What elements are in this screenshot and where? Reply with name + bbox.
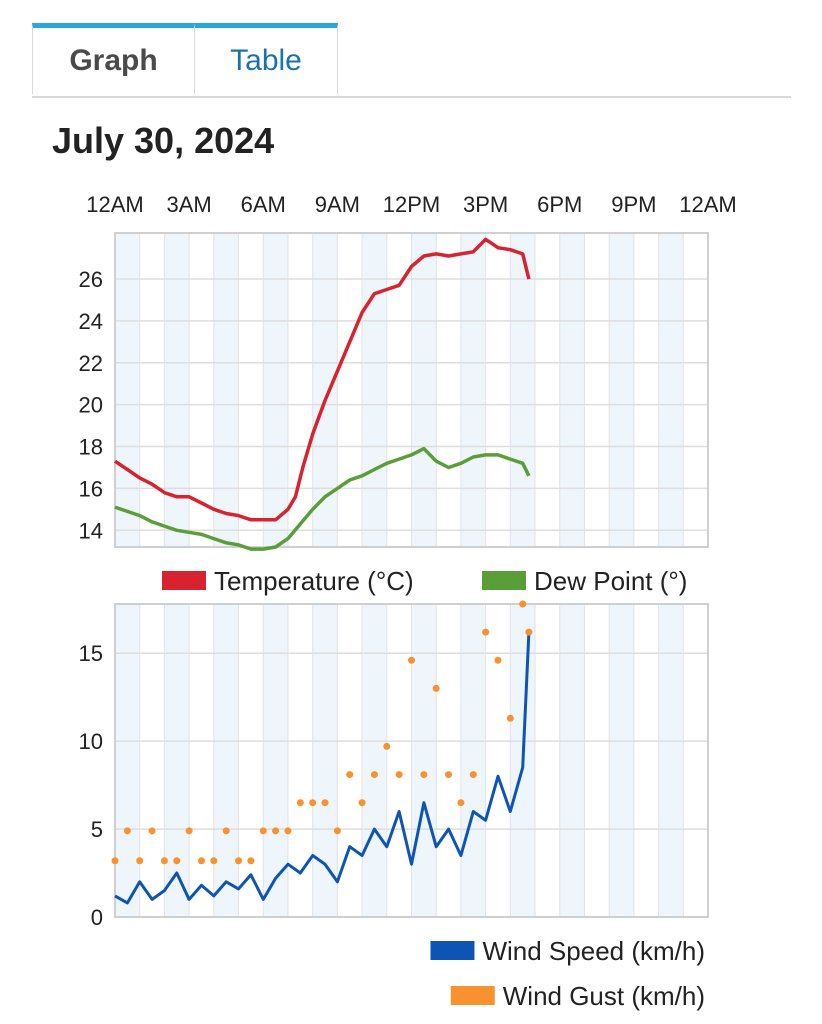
tab-table[interactable]: Table — [194, 23, 338, 94]
wind-gust-point — [525, 628, 533, 636]
y-tick-label: 10 — [79, 729, 103, 754]
legend-label: Wind Speed (km/h) — [482, 936, 705, 966]
wind-gust-point — [506, 714, 514, 722]
y-tick-label: 14 — [79, 518, 103, 543]
time-band — [658, 233, 684, 547]
wind-gust-point — [123, 827, 131, 835]
legend-swatch — [482, 571, 526, 590]
wind-gust-point — [222, 827, 230, 835]
wind-gust-point — [272, 827, 280, 835]
time-band — [609, 604, 634, 917]
time-band — [164, 604, 190, 917]
wind-gust-point — [482, 628, 490, 636]
time-band — [263, 233, 288, 547]
y-tick-label: 22 — [79, 351, 103, 376]
y-tick-label: 5 — [91, 817, 103, 842]
legend-label: Wind Gust (km/h) — [503, 981, 705, 1011]
dew-point-line — [114, 446, 531, 551]
wind-gust-point — [185, 827, 193, 835]
y-tick-label: 24 — [79, 309, 103, 334]
time-band — [164, 233, 190, 547]
wind-speed-line — [114, 632, 531, 905]
wind-gust-point — [358, 799, 366, 807]
wind-gust-point — [383, 742, 391, 750]
y-tick-label: 16 — [79, 476, 103, 501]
wind-gust-point — [321, 799, 329, 807]
time-band — [658, 604, 684, 917]
time-band — [559, 233, 585, 547]
wind-gust-point — [111, 857, 119, 865]
plot-frame — [114, 232, 709, 548]
wind-gust-point — [420, 771, 428, 779]
wind-gust-point — [136, 857, 144, 865]
time-band — [559, 604, 585, 917]
time-band — [411, 604, 437, 917]
y-tick-label: 20 — [79, 393, 103, 418]
wind-gust-point — [296, 799, 304, 807]
wind-gust-point — [346, 771, 354, 779]
wind-gust-point — [247, 857, 255, 865]
x-tick-label: 3AM — [167, 192, 212, 217]
wind-gust-point — [519, 600, 527, 608]
x-tick-label: 9AM — [315, 192, 360, 217]
plot-frame — [114, 603, 709, 918]
time-band — [460, 604, 486, 917]
wind-gust-point — [370, 771, 378, 779]
wind-gust-point — [259, 827, 267, 835]
time-band — [460, 233, 486, 547]
time-band — [362, 604, 387, 917]
x-tick-label: 12AM — [679, 192, 736, 217]
temperature-line — [114, 237, 531, 522]
y-tick-label: 15 — [79, 641, 103, 666]
y-tick-label: 0 — [91, 905, 103, 930]
time-band — [411, 233, 437, 547]
time-band — [263, 604, 288, 917]
legend-label: Dew Point (°) — [534, 566, 687, 596]
wind-gust-point — [173, 857, 181, 865]
time-band — [312, 233, 338, 547]
wind-gust-point — [148, 827, 156, 835]
x-tick-label: 9PM — [611, 192, 656, 217]
time-band — [115, 233, 140, 547]
time-band — [362, 233, 387, 547]
time-band — [115, 604, 140, 917]
wind-gust-point — [284, 827, 292, 835]
legend-swatch — [162, 571, 206, 590]
time-band — [213, 604, 239, 917]
wind-gust-point — [408, 656, 415, 664]
tab-graph[interactable]: Graph — [32, 23, 195, 94]
wind-gust-point — [395, 771, 403, 779]
wind-gust-point — [197, 857, 205, 865]
wind-gust-point — [494, 656, 502, 664]
wind-gust-point — [432, 684, 440, 692]
y-tick-label: 18 — [79, 435, 103, 460]
time-band — [510, 233, 536, 547]
date-title: July 30, 2024 — [52, 120, 275, 161]
legend-label: Temperature (°C) — [214, 566, 414, 596]
time-band — [609, 233, 634, 547]
legend-swatch — [450, 986, 495, 1005]
wind-gust-point — [210, 857, 218, 865]
wind-gust-point — [469, 771, 477, 779]
time-band — [213, 233, 239, 547]
wind-gust-point — [235, 857, 243, 865]
wind-gust-point — [457, 799, 465, 807]
view-tabs: Graph Table — [32, 23, 791, 98]
wind-gust-point — [160, 857, 168, 865]
x-tick-label: 12AM — [86, 192, 143, 217]
legend-swatch — [430, 941, 475, 960]
x-tick-label: 6PM — [537, 192, 582, 217]
x-tick-label: 3PM — [463, 192, 508, 217]
x-tick-label: 6AM — [241, 192, 286, 217]
wind-gust-point — [445, 771, 453, 779]
wind-gust-point — [309, 799, 317, 807]
y-tick-label: 26 — [79, 267, 103, 292]
time-band — [312, 604, 338, 917]
wind-gust-point — [333, 827, 341, 835]
x-tick-label: 12PM — [383, 192, 440, 217]
